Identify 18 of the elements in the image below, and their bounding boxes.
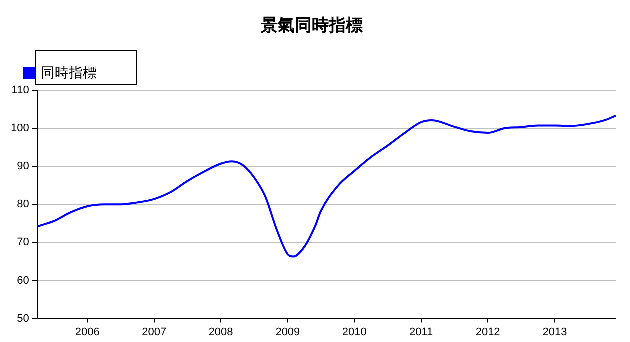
y-tick-label: 110 bbox=[12, 84, 30, 96]
x-tick-label: 2011 bbox=[410, 326, 434, 338]
x-tick-label: 2010 bbox=[342, 326, 367, 338]
x-tick-label: 2008 bbox=[208, 326, 234, 338]
legend-label: 同時指標 bbox=[41, 64, 97, 80]
y-tick-label: 50 bbox=[17, 312, 30, 325]
y-tick-label: 80 bbox=[17, 198, 30, 211]
y-tick-label: 90 bbox=[17, 160, 30, 173]
chart-title: 景氣同時指標 bbox=[260, 16, 363, 35]
x-tick-label: 2009 bbox=[276, 326, 300, 338]
y-tick-label: 60 bbox=[17, 274, 30, 287]
x-tick-label: 2007 bbox=[142, 326, 167, 338]
y-tick-label: 70 bbox=[17, 236, 30, 249]
x-tick-label: 2006 bbox=[75, 326, 100, 338]
x-tick-label: 2012 bbox=[476, 326, 500, 338]
line-series bbox=[37, 114, 616, 258]
y-tick-label: 100 bbox=[10, 122, 30, 134]
x-tick-label: 2013 bbox=[542, 326, 568, 338]
